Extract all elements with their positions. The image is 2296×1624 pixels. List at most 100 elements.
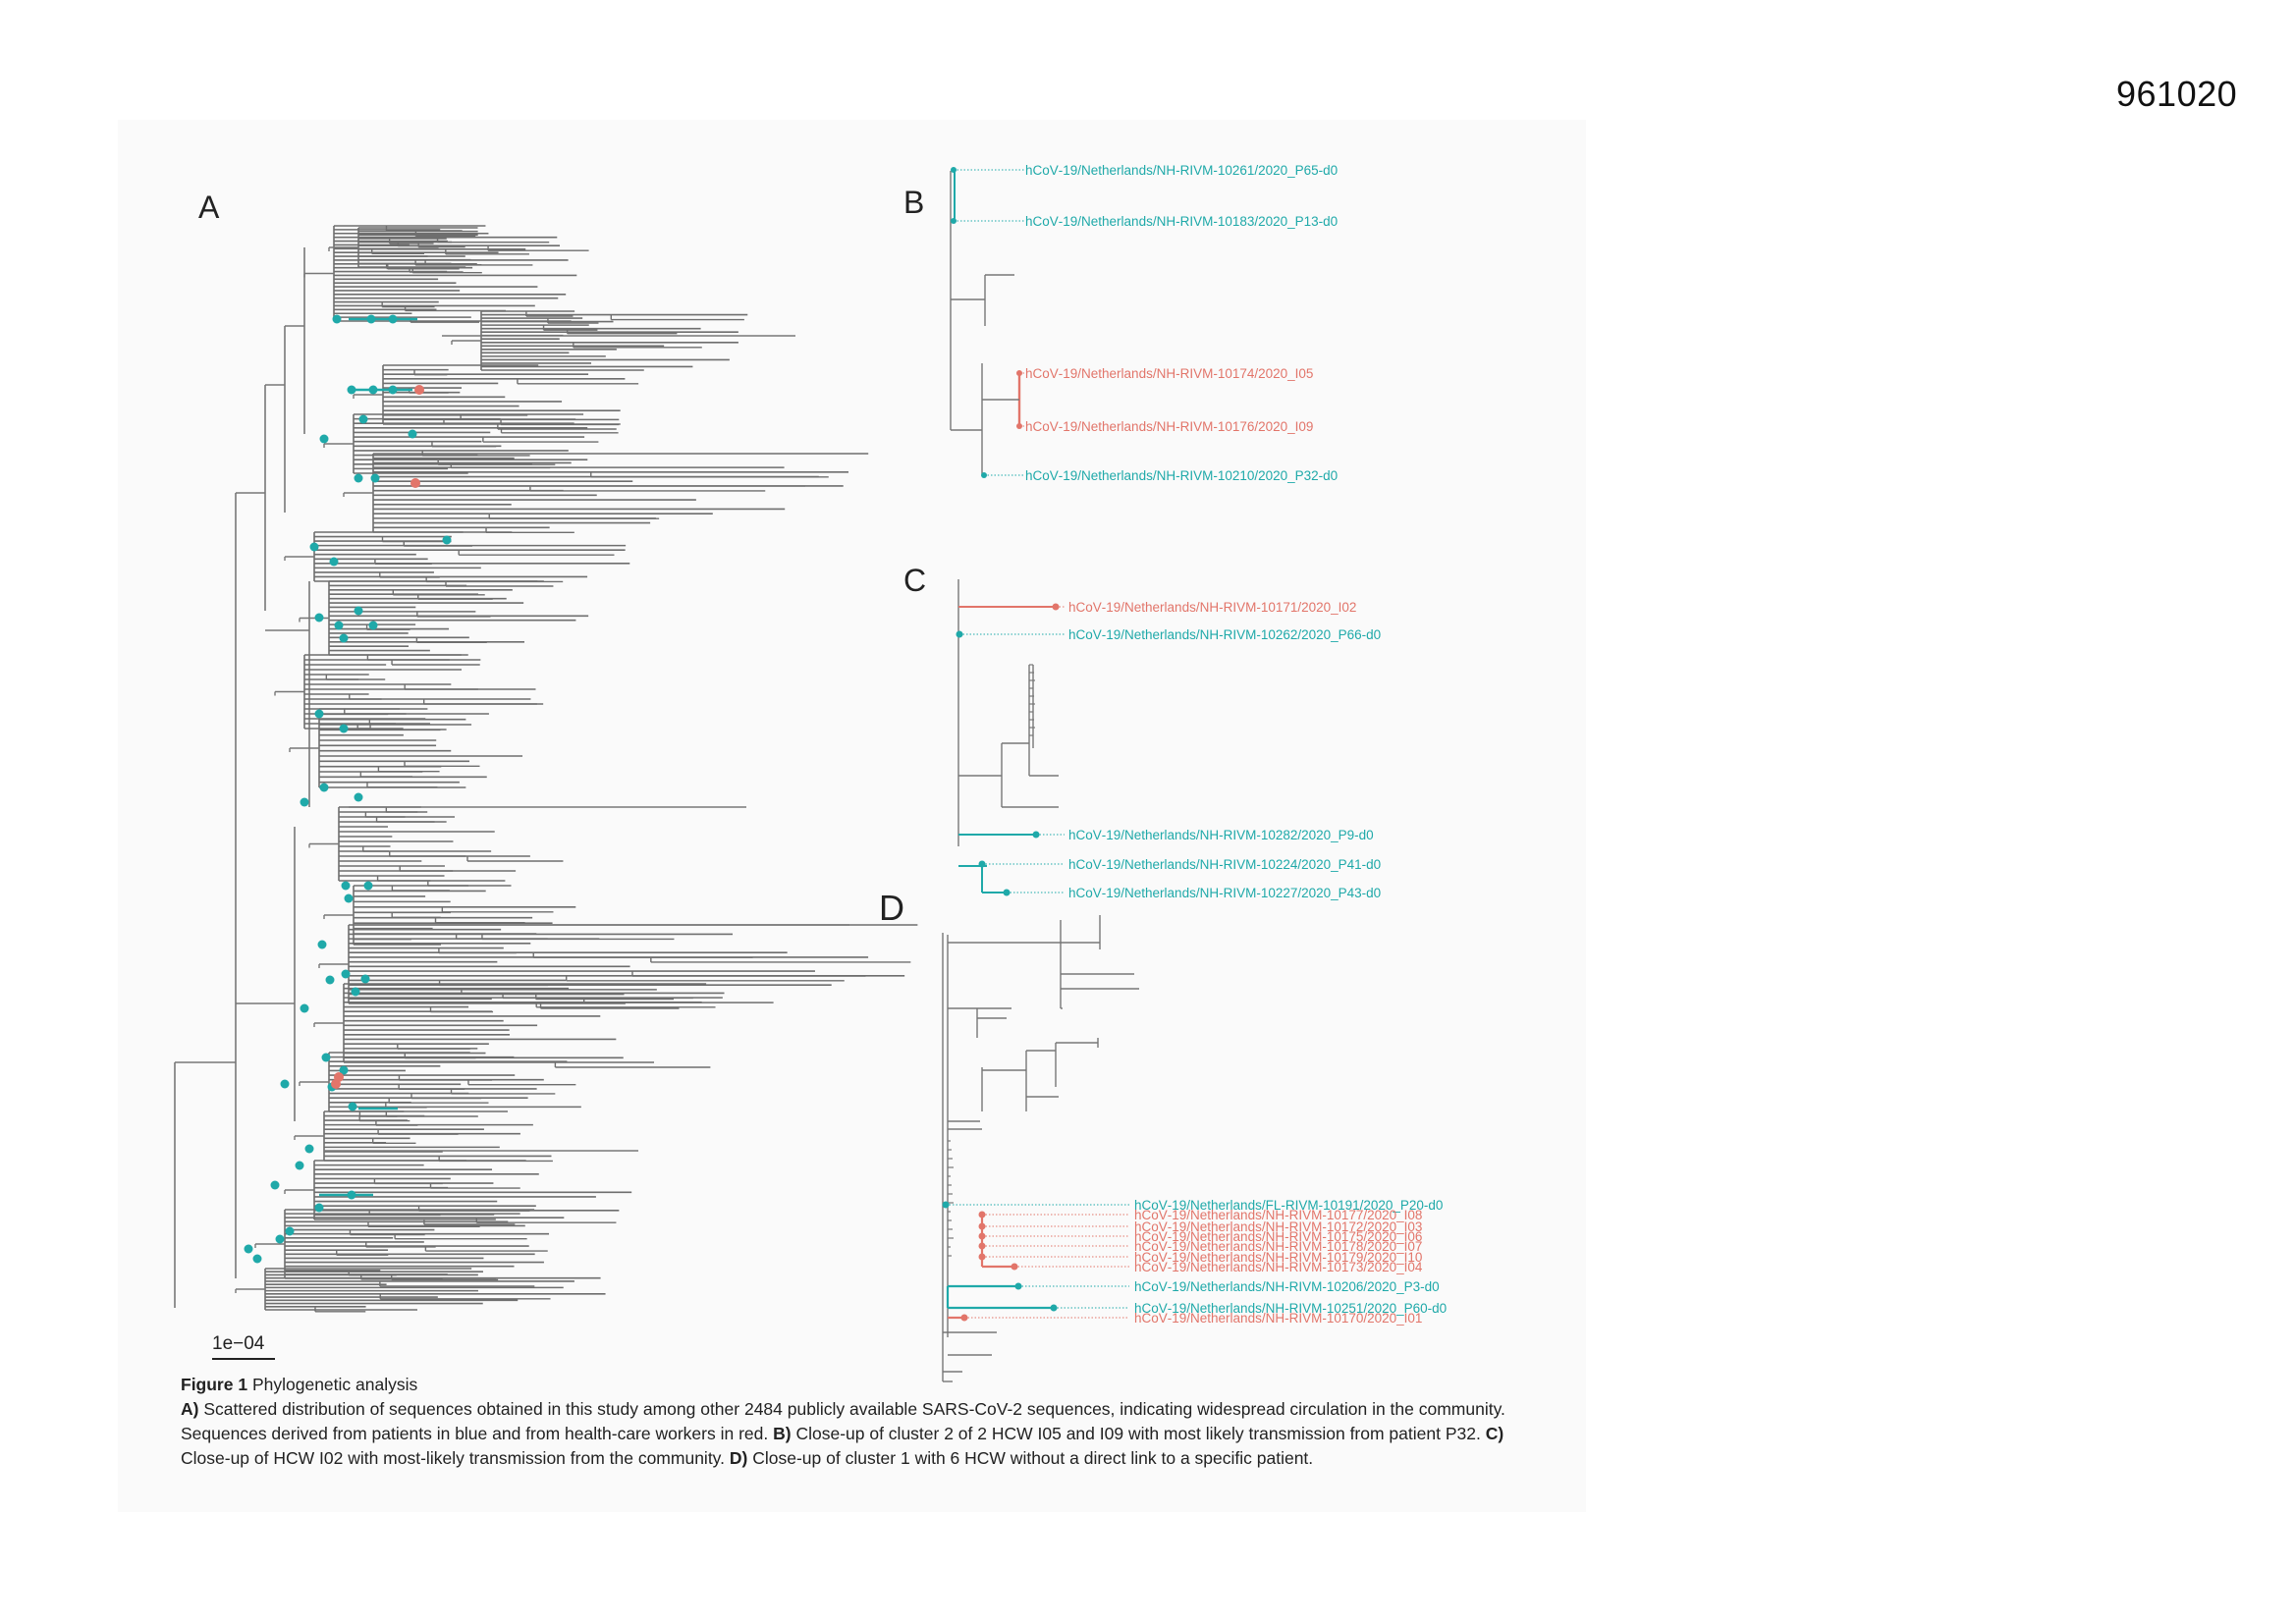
caption-c-label: C) bbox=[1485, 1424, 1504, 1443]
panel-c-tips: hCoV‑19/Netherlands/NH‑RIVM‑10171/2020_I… bbox=[956, 600, 1381, 900]
caption-title-line: Figure 1 Phylogenetic analysis bbox=[181, 1373, 1536, 1397]
hcw-tip-marker bbox=[334, 1072, 344, 1082]
panel-d-tips: hCoV‑19/Netherlands/FL‑RIVM‑10191/2020_P… bbox=[942, 1198, 1447, 1326]
caption-d-label: D) bbox=[729, 1448, 748, 1468]
patient-tip-marker bbox=[339, 633, 349, 643]
patient-tip-marker bbox=[329, 557, 339, 567]
patient-tip-marker bbox=[1014, 1282, 1022, 1290]
figure-panel: A 1e−04 B hCoV‑19/Netherlands/NH‑RIVM‑10… bbox=[118, 120, 1586, 1512]
panel-c-tree: C hCoV‑19/Netherlands/NH‑RIVM‑10171/2020… bbox=[903, 563, 1381, 900]
patient-tip-marker bbox=[956, 630, 963, 638]
panel-b-tip-label: hCoV‑19/Netherlands/NH‑RIVM‑10183/2020_P… bbox=[1025, 214, 1338, 229]
panel-a-tree: A 1e−04 bbox=[174, 189, 918, 1360]
hcw-tip-marker bbox=[414, 385, 424, 395]
panel-b-tips: hCoV‑19/Netherlands/NH‑RIVM‑10261/2020_P… bbox=[951, 163, 1338, 483]
hcw-tip-marker bbox=[410, 478, 420, 488]
patient-tip-marker bbox=[252, 1254, 262, 1264]
scale-bar-label: 1e−04 bbox=[212, 1333, 265, 1354]
patient-tip-marker bbox=[1032, 831, 1040, 839]
patient-tip-marker bbox=[309, 542, 319, 552]
panel-d-tip-label: hCoV‑19/Netherlands/NH‑RIVM‑10170/2020_I… bbox=[1134, 1311, 1422, 1326]
patient-tip-marker bbox=[325, 975, 335, 985]
patient-tip-marker bbox=[978, 860, 986, 868]
patient-tip-marker bbox=[314, 709, 324, 719]
patient-tip-marker bbox=[300, 1003, 309, 1013]
patient-tip-marker bbox=[951, 218, 957, 224]
panel-d-tip-label: hCoV‑19/Netherlands/NH‑RIVM‑10175/2020_I… bbox=[1134, 1229, 1422, 1244]
patient-tip-marker bbox=[321, 1053, 331, 1062]
panel-d-tip-label: hCoV‑19/Netherlands/NH‑RIVM‑10179/2020_I… bbox=[1134, 1250, 1422, 1265]
patient-tip-marker bbox=[354, 792, 363, 802]
caption-b-label: B) bbox=[773, 1424, 792, 1443]
patient-tip-marker bbox=[339, 1065, 349, 1075]
caption-a-label: A) bbox=[181, 1399, 199, 1419]
patient-tip-marker bbox=[442, 535, 452, 545]
hcw-tip-marker bbox=[1052, 603, 1060, 611]
panel-c-branches bbox=[957, 579, 1059, 893]
patient-tip-marker bbox=[319, 434, 329, 444]
caption-b-text: Close-up of cluster 2 of 2 HCW I05 and I… bbox=[795, 1424, 1481, 1443]
patient-tip-marker bbox=[1003, 889, 1011, 896]
panel-d-tip-label: hCoV‑19/Netherlands/NH‑RIVM‑10172/2020_I… bbox=[1134, 1219, 1422, 1234]
panel-c-tip-label: hCoV‑19/Netherlands/NH‑RIVM‑10171/2020_I… bbox=[1068, 600, 1356, 615]
panel-b-tip-label: hCoV‑19/Netherlands/NH‑RIVM‑10210/2020_P… bbox=[1025, 468, 1338, 483]
patient-tip-marker bbox=[314, 1203, 324, 1213]
caption-c-text: Close-up of HCW I02 with most-likely tra… bbox=[181, 1448, 725, 1468]
patient-tip-marker bbox=[347, 385, 356, 395]
panel-a-tip-markers bbox=[244, 314, 452, 1264]
panel-b-label: B bbox=[903, 185, 924, 220]
patient-tip-marker bbox=[314, 613, 324, 623]
patient-tip-marker bbox=[1050, 1304, 1058, 1312]
panel-c-tip-label: hCoV‑19/Netherlands/NH‑RIVM‑10224/2020_P… bbox=[1068, 857, 1381, 872]
panel-d-tip-label: hCoV‑19/Netherlands/NH‑RIVM‑10178/2020_I… bbox=[1134, 1239, 1422, 1254]
panel-a-label: A bbox=[198, 189, 220, 225]
panel-b-tip-label: hCoV‑19/Netherlands/NH‑RIVM‑10261/2020_P… bbox=[1025, 163, 1338, 178]
panel-c-tip-label: hCoV‑19/Netherlands/NH‑RIVM‑10262/2020_P… bbox=[1068, 627, 1381, 642]
panel-d-tip-label: hCoV‑19/Netherlands/NH‑RIVM‑10206/2020_P… bbox=[1134, 1279, 1440, 1294]
panel-c-tip-label: hCoV‑19/Netherlands/NH‑RIVM‑10282/2020_P… bbox=[1068, 828, 1374, 842]
patient-tip-marker bbox=[339, 724, 349, 733]
panel-d-tree: D hCoV‑19/Netherlands/FL‑RIVM‑10191/2020… bbox=[879, 888, 1447, 1382]
hcw-tip-marker bbox=[978, 1222, 986, 1230]
panel-b-branches bbox=[950, 171, 1021, 474]
panel-b-tip-label: hCoV‑19/Netherlands/NH‑RIVM‑10174/2020_I… bbox=[1025, 366, 1313, 381]
patient-tip-marker bbox=[295, 1161, 304, 1170]
hcw-tip-marker bbox=[978, 1253, 986, 1261]
hcw-tip-marker bbox=[978, 1232, 986, 1240]
caption-a-text: Scattered distribution of sequences obta… bbox=[181, 1399, 1505, 1443]
patient-tip-marker bbox=[360, 974, 370, 984]
patient-tip-marker bbox=[351, 987, 360, 997]
patient-tip-marker bbox=[332, 314, 342, 324]
scale-bar: 1e−04 bbox=[212, 1333, 275, 1360]
caption-body: A) Scattered distribution of sequences o… bbox=[181, 1397, 1536, 1471]
panel-d-label: D bbox=[879, 888, 904, 928]
patient-tip-marker bbox=[408, 429, 417, 439]
caption-figure-label: Figure 1 bbox=[181, 1375, 248, 1394]
panel-c-label: C bbox=[903, 563, 926, 598]
panel-b-tree: B hCoV‑19/Netherlands/NH‑RIVM‑10261/2020… bbox=[903, 163, 1338, 483]
page-id: 961020 bbox=[2116, 74, 2238, 114]
panel-b-tip-label: hCoV‑19/Netherlands/NH‑RIVM‑10176/2020_I… bbox=[1025, 419, 1313, 434]
patient-tip-marker bbox=[981, 472, 987, 478]
hcw-tip-marker bbox=[1016, 370, 1022, 376]
patient-tip-marker bbox=[285, 1226, 295, 1236]
patient-tip-marker bbox=[363, 881, 373, 891]
patient-tip-marker bbox=[344, 893, 354, 903]
patient-tip-marker bbox=[300, 797, 309, 807]
patient-tip-marker bbox=[358, 414, 368, 424]
hcw-tip-marker bbox=[1016, 423, 1022, 429]
panel-d-tip-label: hCoV‑19/Netherlands/NH‑RIVM‑10177/2020_I… bbox=[1134, 1208, 1422, 1222]
patient-tip-marker bbox=[341, 881, 351, 891]
caption-d-text: Close-up of cluster 1 with 6 HCW without… bbox=[752, 1448, 1314, 1468]
hcw-tip-marker bbox=[1011, 1263, 1018, 1271]
panel-d-tip-label: hCoV‑19/Netherlands/FL‑RIVM‑10191/2020_P… bbox=[1134, 1198, 1443, 1213]
hcw-tip-marker bbox=[960, 1314, 968, 1322]
patient-tip-marker bbox=[280, 1079, 290, 1089]
patient-tip-marker bbox=[304, 1144, 314, 1154]
patient-tip-marker bbox=[354, 473, 363, 483]
patient-tip-marker bbox=[244, 1244, 253, 1254]
panel-a-branches bbox=[174, 225, 918, 1313]
phylogeny-figure: A 1e−04 B hCoV‑19/Netherlands/NH‑RIVM‑10… bbox=[174, 163, 1447, 1382]
caption-title: Phylogenetic analysis bbox=[251, 1375, 418, 1394]
patient-tip-marker bbox=[341, 969, 351, 979]
